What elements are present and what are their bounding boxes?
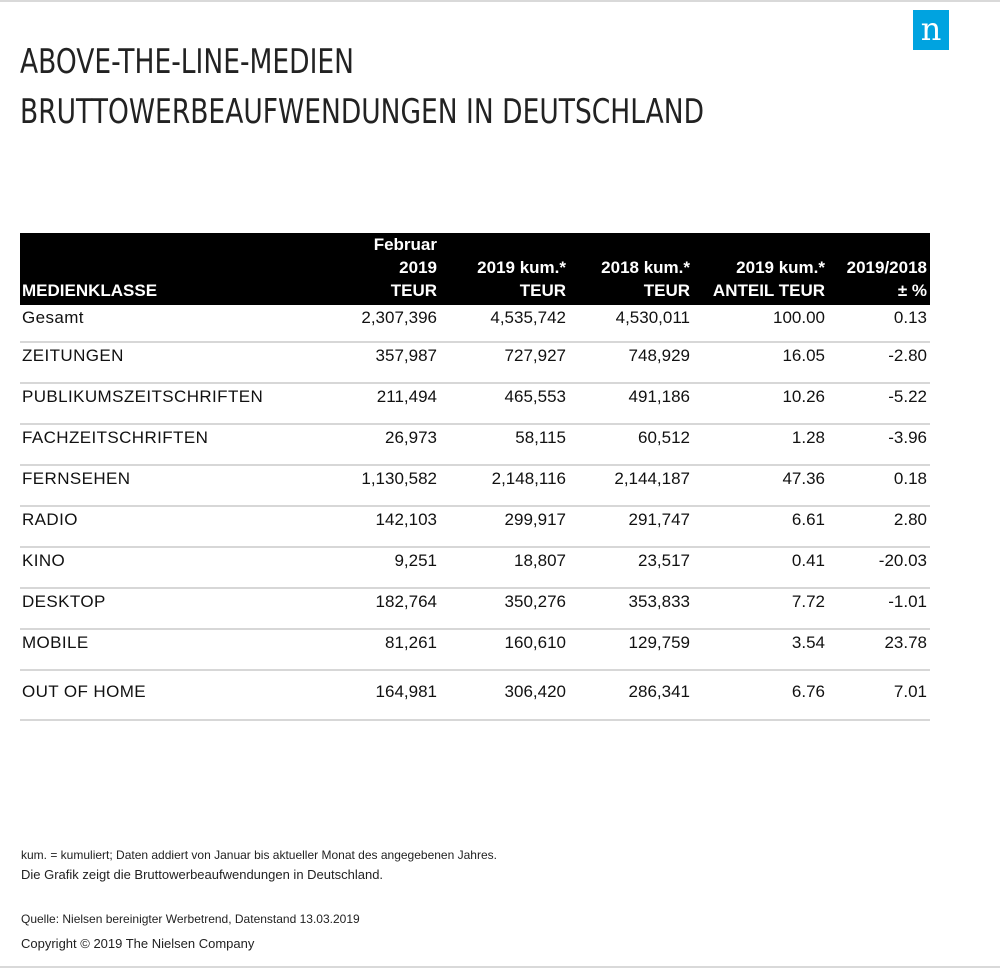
row-kum2019: 18,807 — [514, 551, 566, 570]
row-anteil: 0.41 — [791, 551, 825, 570]
row-kum2019: 350,276 — [504, 592, 566, 611]
row-change: 2.80 — [893, 510, 927, 529]
row-feb2019: 2,307,396 — [361, 308, 437, 327]
header-2018-kum: 2018 kum.* TEUR — [601, 258, 690, 300]
row-kum2018: 2,144,187 — [614, 469, 690, 488]
row-anteil: 1.28 — [791, 428, 825, 447]
row-kum2019: 160,610 — [504, 633, 566, 652]
copyright-note: Copyright © 2019 The Nielsen Company — [21, 936, 255, 951]
row-feb2019: 357,987 — [375, 346, 437, 365]
nielsen-logo-icon: n — [913, 10, 949, 50]
row-change: 23.78 — [884, 633, 927, 652]
top-divider — [0, 0, 1000, 2]
header-change-percent: 2019/2018 ± % — [846, 258, 927, 300]
row-kum2018: 353,833 — [628, 592, 690, 611]
row-kum2019: 727,927 — [504, 346, 566, 365]
header-anteil: 2019 kum.* ANTEIL TEUR — [712, 258, 825, 300]
row-kum2018: 4,530,011 — [615, 308, 690, 327]
row-name: KINO — [22, 551, 66, 570]
table-row: MOBILE 81,261 160,610 129,759 3.54 23.78 — [20, 630, 930, 671]
row-kum2018: 129,759 — [628, 633, 690, 652]
row-anteil: 6.76 — [791, 682, 825, 701]
page-title: ABOVE-THE-LINE-MEDIEN — [20, 42, 355, 82]
footnote-description: Die Grafik zeigt die Bruttowerbeaufwendu… — [21, 867, 384, 882]
row-kum2019: 465,553 — [504, 387, 566, 406]
row-anteil: 16.05 — [782, 346, 825, 365]
row-kum2018: 291,747 — [628, 510, 690, 529]
row-feb2019: 9,251 — [394, 551, 437, 570]
row-feb2019: 182,764 — [375, 592, 437, 611]
footnote-kumuliert: kum. = kumuliert; Daten addiert von Janu… — [21, 848, 497, 862]
row-feb2019: 26,973 — [385, 428, 437, 447]
row-name: PUBLIKUMSZEITSCHRIFTEN — [22, 387, 264, 406]
row-name: FERNSEHEN — [22, 469, 131, 488]
row-change: 7.01 — [893, 682, 927, 701]
table-row: OUT OF HOME 164,981 306,420 286,341 6.76… — [20, 671, 930, 721]
row-kum2018: 748,929 — [628, 346, 690, 365]
row-anteil: 7.72 — [791, 592, 825, 611]
page-subtitle: BRUTTOWERBEAUFWENDUNGEN IN DEUTSCHLAND — [20, 92, 705, 132]
table-header: MEDIENKLASSE Februar 2019 TEUR 2019 kum.… — [20, 233, 930, 305]
row-change: -5.22 — [888, 387, 927, 406]
row-name: OUT OF HOME — [22, 682, 147, 701]
row-kum2019: 299,917 — [504, 510, 566, 529]
row-change: -3.96 — [888, 428, 927, 447]
row-kum2018: 60,512 — [638, 428, 690, 447]
row-kum2019: 2,148,116 — [491, 469, 566, 488]
table-row: PUBLIKUMSZEITSCHRIFTEN 211,494 465,553 4… — [20, 384, 930, 425]
row-kum2019: 306,420 — [504, 682, 566, 701]
row-anteil: 3.54 — [791, 633, 825, 652]
row-feb2019: 1,130,582 — [361, 469, 437, 488]
row-name: RADIO — [22, 510, 78, 529]
row-feb2019: 164,981 — [375, 682, 437, 701]
row-anteil: 10.26 — [782, 387, 825, 406]
table-row: Gesamt 2,307,396 4,535,742 4,530,011 100… — [20, 305, 930, 343]
row-name: ZEITUNGEN — [22, 346, 124, 365]
row-change: -1.01 — [888, 592, 927, 611]
row-change: -20.03 — [878, 551, 927, 570]
row-change: -2.80 — [888, 346, 927, 365]
row-kum2018: 491,186 — [628, 387, 690, 406]
row-anteil: 6.61 — [791, 510, 825, 529]
row-change: 0.18 — [893, 469, 927, 488]
row-feb2019: 211,494 — [376, 387, 437, 406]
row-kum2018: 286,341 — [628, 682, 690, 701]
row-name: DESKTOP — [22, 592, 106, 611]
table-row: KINO 9,251 18,807 23,517 0.41 -20.03 — [20, 548, 930, 589]
row-feb2019: 142,103 — [375, 510, 437, 529]
table-row: FERNSEHEN 1,130,582 2,148,116 2,144,187 … — [20, 466, 930, 507]
header-februar-2019: Februar 2019 TEUR — [373, 235, 437, 300]
row-name: Gesamt — [22, 308, 84, 327]
header-2019-kum: 2019 kum.* TEUR — [477, 258, 566, 300]
table-row: ZEITUNGEN 357,987 727,927 748,929 16.05 … — [20, 343, 930, 384]
row-name: MOBILE — [22, 633, 89, 652]
row-change: 0.13 — [893, 308, 927, 327]
row-name: FACHZEITSCHRIFTEN — [22, 428, 209, 447]
row-kum2019: 58,115 — [515, 428, 566, 447]
table-row: FACHZEITSCHRIFTEN 26,973 58,115 60,512 1… — [20, 425, 930, 466]
row-anteil: 47.36 — [782, 469, 825, 488]
media-spend-table: MEDIENKLASSE Februar 2019 TEUR 2019 kum.… — [20, 233, 930, 721]
row-anteil: 100.00 — [773, 308, 825, 327]
bottom-divider — [0, 966, 1000, 968]
row-kum2019: 4,535,742 — [490, 308, 566, 327]
row-feb2019: 81,261 — [385, 633, 437, 652]
source-note: Quelle: Nielsen bereinigter Werbetrend, … — [21, 912, 360, 926]
header-medienklasse: MEDIENKLASSE — [22, 281, 158, 300]
table-row: DESKTOP 182,764 350,276 353,833 7.72 -1.… — [20, 589, 930, 630]
row-kum2018: 23,517 — [638, 551, 690, 570]
table-row: RADIO 142,103 299,917 291,747 6.61 2.80 — [20, 507, 930, 548]
